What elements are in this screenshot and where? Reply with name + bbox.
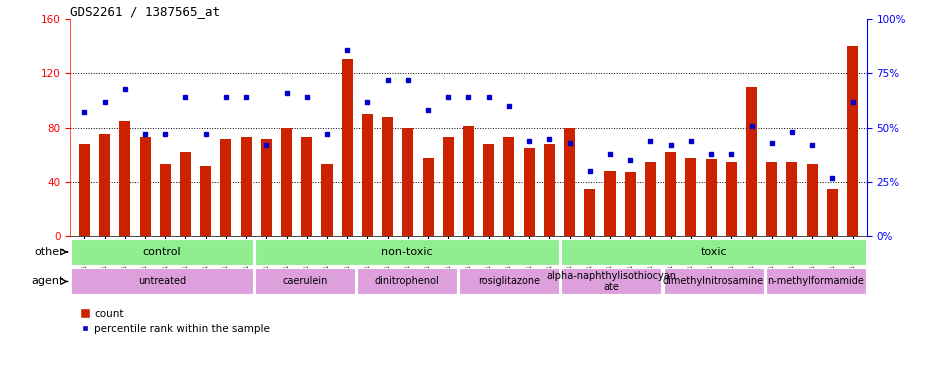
Text: non-toxic: non-toxic [381, 247, 432, 257]
Bar [321, 164, 332, 236]
Text: dimethylnitrosamine: dimethylnitrosamine [663, 276, 764, 286]
Bar [663, 268, 763, 295]
Legend: count, percentile rank within the sample: count, percentile rank within the sample [76, 305, 274, 338]
Bar [71, 268, 253, 295]
Bar [644, 162, 655, 236]
Bar [139, 137, 151, 236]
Bar [422, 157, 433, 236]
Bar [563, 127, 575, 236]
Bar [584, 189, 594, 236]
Bar [846, 46, 857, 236]
Text: untreated: untreated [138, 276, 186, 286]
Text: rosiglitazone: rosiglitazone [477, 276, 540, 286]
Bar [255, 268, 355, 295]
Text: alpha-naphthylisothiocyan
ate: alpha-naphthylisothiocyan ate [546, 271, 676, 292]
Bar [523, 148, 534, 236]
Bar [766, 162, 777, 236]
Text: GDS2261 / 1387565_at: GDS2261 / 1387565_at [70, 5, 220, 18]
Bar [200, 166, 211, 236]
Bar [561, 268, 661, 295]
Text: control: control [142, 247, 182, 257]
Bar [561, 239, 865, 265]
Text: toxic: toxic [699, 247, 726, 257]
Bar [543, 144, 554, 236]
Bar [442, 137, 453, 236]
Bar [745, 87, 756, 236]
Bar [462, 126, 474, 236]
Bar [159, 164, 170, 236]
Text: n-methylformamide: n-methylformamide [767, 276, 863, 286]
Text: dinitrophenol: dinitrophenol [374, 276, 439, 286]
Bar [382, 117, 393, 236]
Bar [79, 144, 90, 236]
Bar [665, 152, 676, 236]
Bar [255, 239, 559, 265]
Text: agent: agent [32, 276, 64, 286]
Bar [402, 127, 413, 236]
Bar [361, 114, 373, 236]
Bar [684, 157, 695, 236]
Bar [342, 58, 352, 236]
Bar [71, 239, 253, 265]
Bar [826, 189, 837, 236]
Bar [624, 172, 636, 236]
Bar [483, 144, 494, 236]
Bar [503, 137, 514, 236]
Bar [785, 162, 797, 236]
Bar [300, 137, 312, 236]
Bar [220, 139, 231, 236]
Bar [604, 171, 615, 236]
Bar [725, 162, 736, 236]
Bar [180, 152, 191, 236]
Bar [357, 268, 457, 295]
Bar [119, 121, 130, 236]
Bar [459, 268, 559, 295]
Bar [281, 127, 292, 236]
Bar [765, 268, 865, 295]
Bar [260, 139, 271, 236]
Text: caerulein: caerulein [282, 276, 328, 286]
Text: other: other [35, 247, 64, 257]
Bar [705, 159, 716, 236]
Bar [99, 134, 110, 236]
Bar [241, 137, 252, 236]
Bar [806, 164, 817, 236]
